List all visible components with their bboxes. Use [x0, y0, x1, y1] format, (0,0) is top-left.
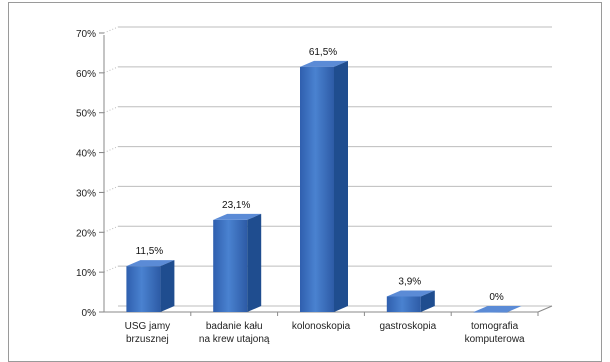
gridline-depth — [103, 185, 119, 193]
gridline-depth — [103, 225, 119, 233]
x-tick-label: badanie kału — [206, 321, 263, 332]
gridline-depth — [103, 26, 119, 34]
bar-top — [473, 306, 522, 312]
gridline-depth — [103, 265, 119, 273]
bar-side — [160, 260, 175, 312]
x-tick-label: kolonoskopia — [292, 321, 351, 332]
x-tick-label: tomografia — [471, 321, 519, 332]
y-tick-label: 60% — [76, 69, 96, 80]
bar-side — [247, 213, 262, 312]
bar-side — [334, 60, 348, 312]
x-tick-label: na krew utajoną — [199, 334, 270, 345]
bar — [386, 296, 421, 312]
bar — [473, 312, 508, 313]
bar-top — [300, 60, 348, 67]
gridline-depth — [103, 106, 119, 114]
y-tick-label: 30% — [76, 188, 96, 199]
y-tick-label: 10% — [76, 268, 96, 279]
y-tick-label: 70% — [76, 29, 96, 40]
bar — [300, 66, 334, 312]
data-label: 11,5% — [136, 246, 164, 257]
x-axis-depth — [537, 305, 553, 313]
bar-top — [126, 260, 175, 267]
bar-side — [420, 290, 435, 312]
data-label: 3,9% — [398, 276, 421, 287]
y-tick-label: 20% — [76, 228, 96, 239]
data-label: 61,5% — [309, 47, 337, 58]
y-tick-label: 0% — [82, 308, 97, 319]
bar — [213, 219, 248, 312]
x-tick-label: gastroskopia — [379, 321, 436, 332]
data-label: 23,1% — [222, 200, 250, 211]
bar-top — [386, 290, 435, 297]
bar-chart: 0% 10% 20% 30% 40% 50% 60% 70% 11,5% USG jamy brz… — [76, 26, 553, 345]
data-label: 0% — [489, 292, 504, 303]
x-tick-label: komputerowa — [465, 334, 525, 345]
gridline-depth — [103, 146, 119, 154]
y-tick-label: 40% — [76, 149, 96, 160]
x-tick-label: USG jamy — [125, 321, 171, 332]
y-tick-label: 50% — [76, 109, 96, 120]
bar — [126, 266, 161, 312]
x-tick-label: brzusznej — [126, 334, 169, 345]
bar-top — [213, 213, 262, 220]
gridline-depth — [103, 66, 119, 74]
